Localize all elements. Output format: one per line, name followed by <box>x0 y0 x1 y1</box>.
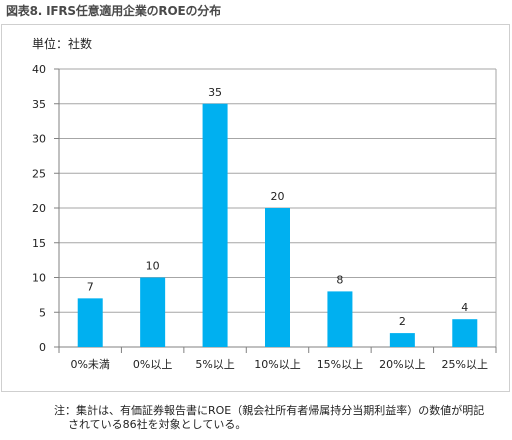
y-tick-label: 35 <box>32 98 46 111</box>
y-tick-label: 15 <box>32 237 46 250</box>
bar <box>140 277 166 347</box>
footnote: 注：集計は、有価証券報告書にROE（親会社所有者帰属持分当期利益率）の数値が明記… <box>54 404 504 432</box>
data-label: 4 <box>461 301 468 314</box>
chart-svg: 0 5 10 15 20 25 30 35 40 7 0%未満 10 0%以上 35 5%以上 20 10%以上… <box>32 63 497 371</box>
data-label: 10 <box>146 260 160 273</box>
y-tick-label: 30 <box>32 133 46 146</box>
x-category-label: 25%以上 <box>442 358 488 371</box>
bar <box>265 208 290 347</box>
data-label: 35 <box>208 86 222 99</box>
x-category-label: 20%以上 <box>379 358 425 371</box>
bar <box>389 333 415 347</box>
y-tick-label: 10 <box>32 272 46 285</box>
y-tick-label: 20 <box>32 202 46 215</box>
x-category-label: 5%以上 <box>195 358 234 371</box>
y-tick-label: 25 <box>32 167 46 180</box>
bars <box>77 103 478 347</box>
bar <box>452 319 478 347</box>
x-category-label: 10%以上 <box>254 358 300 371</box>
x-category-label: 0%未満 <box>70 358 109 371</box>
y-tick-label: 40 <box>32 63 46 76</box>
bar <box>327 291 353 347</box>
bar <box>202 103 228 347</box>
data-label: 7 <box>87 280 94 293</box>
footnote-line-2: されている86社を対象としている。 <box>68 418 247 431</box>
figure-title: 図表8. IFRS任意適用企業のROEの分布 <box>6 4 221 18</box>
data-label: 8 <box>336 273 343 286</box>
labels: 0 5 10 15 20 25 30 35 40 7 0%未満 10 0%以上 35 5%以上 20 10%以上… <box>32 63 488 371</box>
x-category-label: 0%以上 <box>133 358 172 371</box>
x-category-label: 15%以上 <box>317 358 363 371</box>
bar <box>77 298 103 347</box>
y-tick-label: 0 <box>39 341 46 354</box>
data-label: 2 <box>399 315 406 328</box>
y-tick-label: 5 <box>39 306 46 319</box>
footnote-line-1: 注：集計は、有価証券報告書にROE（親会社所有者帰属持分当期利益率）の数値が明記 <box>54 404 485 417</box>
unit-label: 単位：社数 <box>32 37 93 51</box>
data-label: 20 <box>271 190 285 203</box>
